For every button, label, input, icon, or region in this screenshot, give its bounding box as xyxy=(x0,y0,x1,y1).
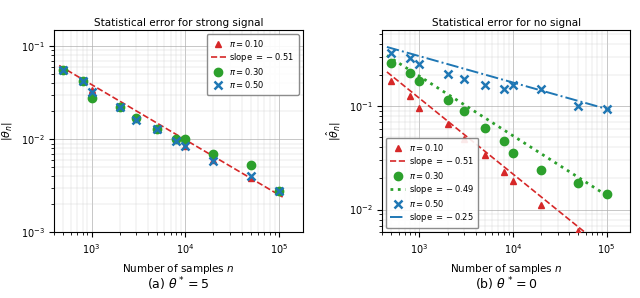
Title: Statistical error for strong signal: Statistical error for strong signal xyxy=(94,18,263,28)
Y-axis label: $|\hat{\theta}_n|$: $|\hat{\theta}_n|$ xyxy=(324,121,343,141)
Text: (b) $\theta^* = 0$: (b) $\theta^* = 0$ xyxy=(475,275,538,293)
X-axis label: Number of samples $n$: Number of samples $n$ xyxy=(450,262,563,276)
Legend: $\pi = 0.10$, slope $= -0.51$, $\pi = 0.30$, $\pi = 0.50$: $\pi = 0.10$, slope $= -0.51$, $\pi = 0.… xyxy=(207,34,298,94)
Y-axis label: $|\hat{\theta}_n|$: $|\hat{\theta}_n|$ xyxy=(0,121,15,141)
Text: (a) $\theta^* = 5$: (a) $\theta^* = 5$ xyxy=(147,275,210,293)
X-axis label: Number of samples $n$: Number of samples $n$ xyxy=(122,262,235,276)
Legend: $\pi = 0.10$, slope $= -0.51$, $\pi = 0.30$, slope $= -0.49$, $\pi = 0.50$, slop: $\pi = 0.10$, slope $= -0.51$, $\pi = 0.… xyxy=(387,137,479,228)
Title: Statistical error for no signal: Statistical error for no signal xyxy=(432,18,581,28)
